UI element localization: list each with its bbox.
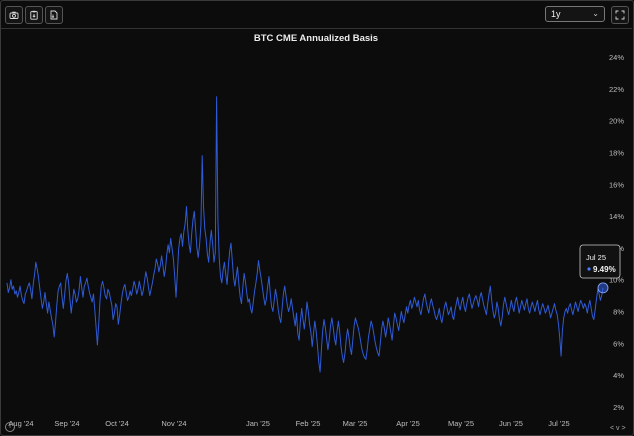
range-dropdown[interactable]: 1y ⌄: [545, 6, 605, 22]
x-tick-label: Jan '25: [246, 419, 270, 428]
y-tick-label: 14%: [609, 212, 624, 221]
x-tick-label: Jun '25: [499, 419, 523, 428]
file-export-icon[interactable]: [45, 6, 63, 24]
tooltip: Jul 25 9.49%: [579, 244, 621, 279]
y-tick-label: 4%: [613, 371, 624, 380]
y-tick-label: 2%: [613, 403, 624, 412]
x-tick-label: Sep '24: [54, 419, 79, 428]
tooltip-value: 9.49%: [593, 265, 616, 274]
x-tick-label: Nov '24: [161, 419, 186, 428]
x-tick-label: Oct '24: [105, 419, 129, 428]
chart-nav-label: < v >: [610, 425, 626, 432]
y-tick-label: 10%: [609, 276, 624, 285]
y-tick-label: 22%: [609, 85, 624, 94]
y-tick-label: 18%: [609, 148, 624, 157]
tooltip-series-dot: [587, 267, 591, 271]
y-axis: 2%4%6%8%10%12%14%16%18%20%22%24%: [609, 53, 624, 412]
x-tick-label: Jul '25: [548, 419, 569, 428]
y-tick-label: 6%: [613, 339, 624, 348]
chevron-down-icon: ⌄: [592, 9, 599, 18]
y-tick-label: 24%: [609, 53, 624, 62]
fullscreen-icon[interactable]: [611, 6, 629, 24]
clipboard-icon[interactable]: [25, 6, 43, 24]
x-tick-label: Apr '25: [396, 419, 420, 428]
info-icon[interactable]: i: [5, 422, 15, 432]
x-tick-label: Feb '25: [296, 419, 321, 428]
range-label: 1y: [551, 9, 561, 19]
camera-icon[interactable]: [5, 6, 23, 24]
y-tick-label: 8%: [613, 308, 624, 317]
y-tick-label: 16%: [609, 180, 624, 189]
series-line[interactable]: [6, 96, 604, 373]
x-axis: Aug '24 Sep '24 Oct '24 Nov '24 Jan '25 Feb '…: [8, 419, 569, 428]
x-tick-label: May '25: [448, 419, 474, 428]
last-point-marker[interactable]: [597, 282, 609, 294]
chart-area[interactable]: BTC CME Annualized Basis 2%4%6%8%10%12%1…: [0, 29, 634, 436]
tooltip-date: Jul 25: [586, 253, 606, 262]
x-tick-label: Mar '25: [343, 419, 368, 428]
y-tick-label: 20%: [609, 117, 624, 126]
toolbar: 1y ⌄: [0, 0, 632, 29]
chart-nav-arrows[interactable]: < v >: [610, 425, 626, 432]
x-tick-label: Aug '24: [8, 419, 33, 428]
chart-title: BTC CME Annualized Basis: [254, 33, 378, 44]
info-icon-label: i: [9, 424, 11, 430]
